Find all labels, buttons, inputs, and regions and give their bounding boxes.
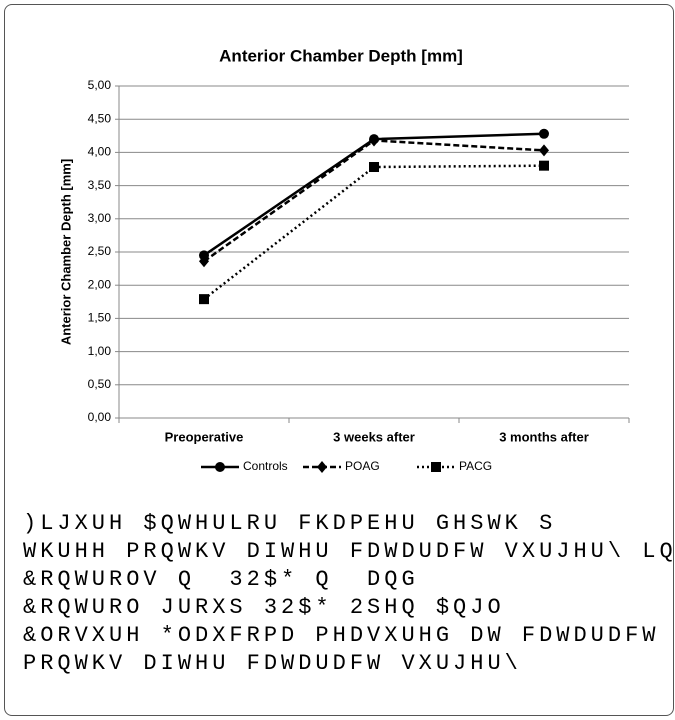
data-point xyxy=(199,294,209,305)
x-tick-label: Preoperative xyxy=(165,429,244,444)
legend-marker xyxy=(215,462,225,472)
legend-label: POAG xyxy=(345,459,380,473)
caption-line: )LJXUH $QWHULRU FKDPEHU GHSWK S xyxy=(23,511,557,536)
chart: Anterior Chamber Depth [mm] Anterior Cha… xyxy=(58,46,630,473)
x-tick-label: 3 weeks after xyxy=(333,429,415,444)
data-point xyxy=(539,160,549,171)
y-tick-label: 5,00 xyxy=(88,78,112,92)
y-tick-label: 2,00 xyxy=(88,277,112,291)
y-tick-label: 2,50 xyxy=(88,244,112,258)
data-point xyxy=(539,144,549,157)
legend-marker xyxy=(431,462,441,472)
series-line xyxy=(203,139,545,263)
data-point xyxy=(369,134,379,147)
legend-label: Controls xyxy=(243,459,288,473)
y-tick-label: 4,50 xyxy=(88,111,112,125)
y-tick-label: 0,00 xyxy=(88,410,112,424)
legend-marker xyxy=(317,461,327,473)
data-point xyxy=(369,162,379,173)
legend-label: PACG xyxy=(459,459,492,473)
caption-line: &RQWUROV Q 32$* Q DQG xyxy=(23,567,419,592)
y-tick-label: 3,00 xyxy=(88,211,112,225)
x-tick-label: 3 months after xyxy=(499,429,589,444)
caption-line: PRQWKV DIWHU FDWDUDFW VXUJHU\ xyxy=(23,651,522,676)
y-tick-label: 4,00 xyxy=(88,145,112,159)
y-tick-label: 1,50 xyxy=(88,311,112,325)
caption-line: &ORVXUH *ODXFRPD PHDVXUHG DW FDWDUDFW xyxy=(23,623,660,648)
caption-line: &RQWURO JURXS 32$* 2SHQ $QJO xyxy=(23,595,505,620)
y-axis-label: Anterior Chamber Depth [mm] xyxy=(58,159,73,345)
chart-title: Anterior Chamber Depth [mm] xyxy=(219,46,463,65)
y-tick-label: 3,50 xyxy=(88,178,112,192)
caption-line: WKUHH PRQWKV DIWHU FDWDUDFW VXUJHU\ LQ xyxy=(23,539,674,564)
data-point xyxy=(539,128,549,139)
figure-frame: Anterior Chamber Depth [mm] Anterior Cha… xyxy=(4,4,674,716)
y-tick-label: 1,00 xyxy=(88,344,112,358)
y-tick-label: 0,50 xyxy=(88,377,112,391)
